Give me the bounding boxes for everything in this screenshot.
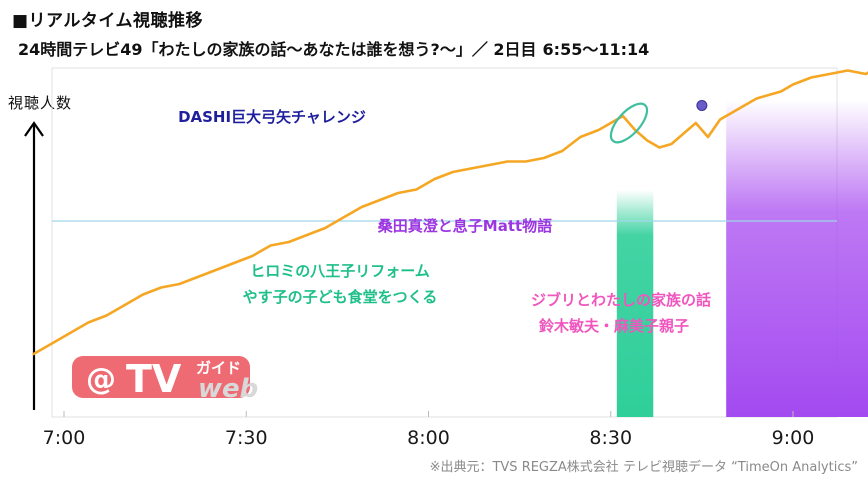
x-tick-label: 8:30 [589, 427, 632, 449]
x-axis: 7:007:308:008:309:009:3010:0010:3011:00 [43, 411, 815, 449]
label-dashi: DASHI巨大弓矢チャレンジ [178, 108, 366, 126]
logo-web: web [198, 374, 258, 404]
source-note: ※出典元：TVS REGZA株式会社 テレビ視聴データ “TimeOn Anal… [429, 460, 858, 475]
logo-tv: TV [126, 357, 182, 401]
annotations [609, 100, 708, 144]
series-line [32, 69, 868, 356]
logo-at: @ [86, 362, 116, 397]
label-suzuki: 鈴木敏夫・麻美子親子 [539, 317, 689, 335]
program-segments [616, 100, 868, 417]
y-axis-arrowhead [24, 121, 44, 137]
y-axis-label: 視聴人数 [8, 94, 73, 112]
logo-kana: ガイド [196, 359, 241, 377]
label-hiromi: ヒロミの八王子リフォーム [250, 262, 430, 280]
segment-band-2 [726, 100, 868, 417]
chart-subtitle: 24時間テレビ49「わたしの家族の話〜あなたは誰を想う?〜」／ 2日目 6:55〜… [18, 36, 649, 60]
segment-band-0 [616, 190, 654, 417]
x-tick-label: 7:30 [225, 427, 268, 449]
x-tick-label: 8:00 [407, 427, 450, 449]
chart-title: ■リアルタイム視聴推移 [12, 11, 204, 31]
subtitle-program: 24時間テレビ49「わたしの家族の話〜あなたは誰を想う?〜」／ 2日目 [18, 40, 537, 59]
highlight-ellipse [609, 102, 649, 144]
tvguide-web-logo: @ TV ガイド web [72, 356, 258, 404]
subtitle-time-range: 6:55〜11:14 [542, 40, 650, 59]
label-ghibli: ジブリとわたしの家族の話 [531, 291, 711, 309]
logo-badge [72, 356, 250, 398]
x-tick-label: 7:00 [43, 427, 86, 449]
label-kuwata: 桑田真澄と息子Matt物語 [378, 217, 552, 235]
dashi-marker-dot [696, 100, 708, 111]
x-tick-label: 9:00 [772, 427, 815, 449]
label-yasuko: やす子の子ども食堂をつくる [243, 288, 438, 306]
